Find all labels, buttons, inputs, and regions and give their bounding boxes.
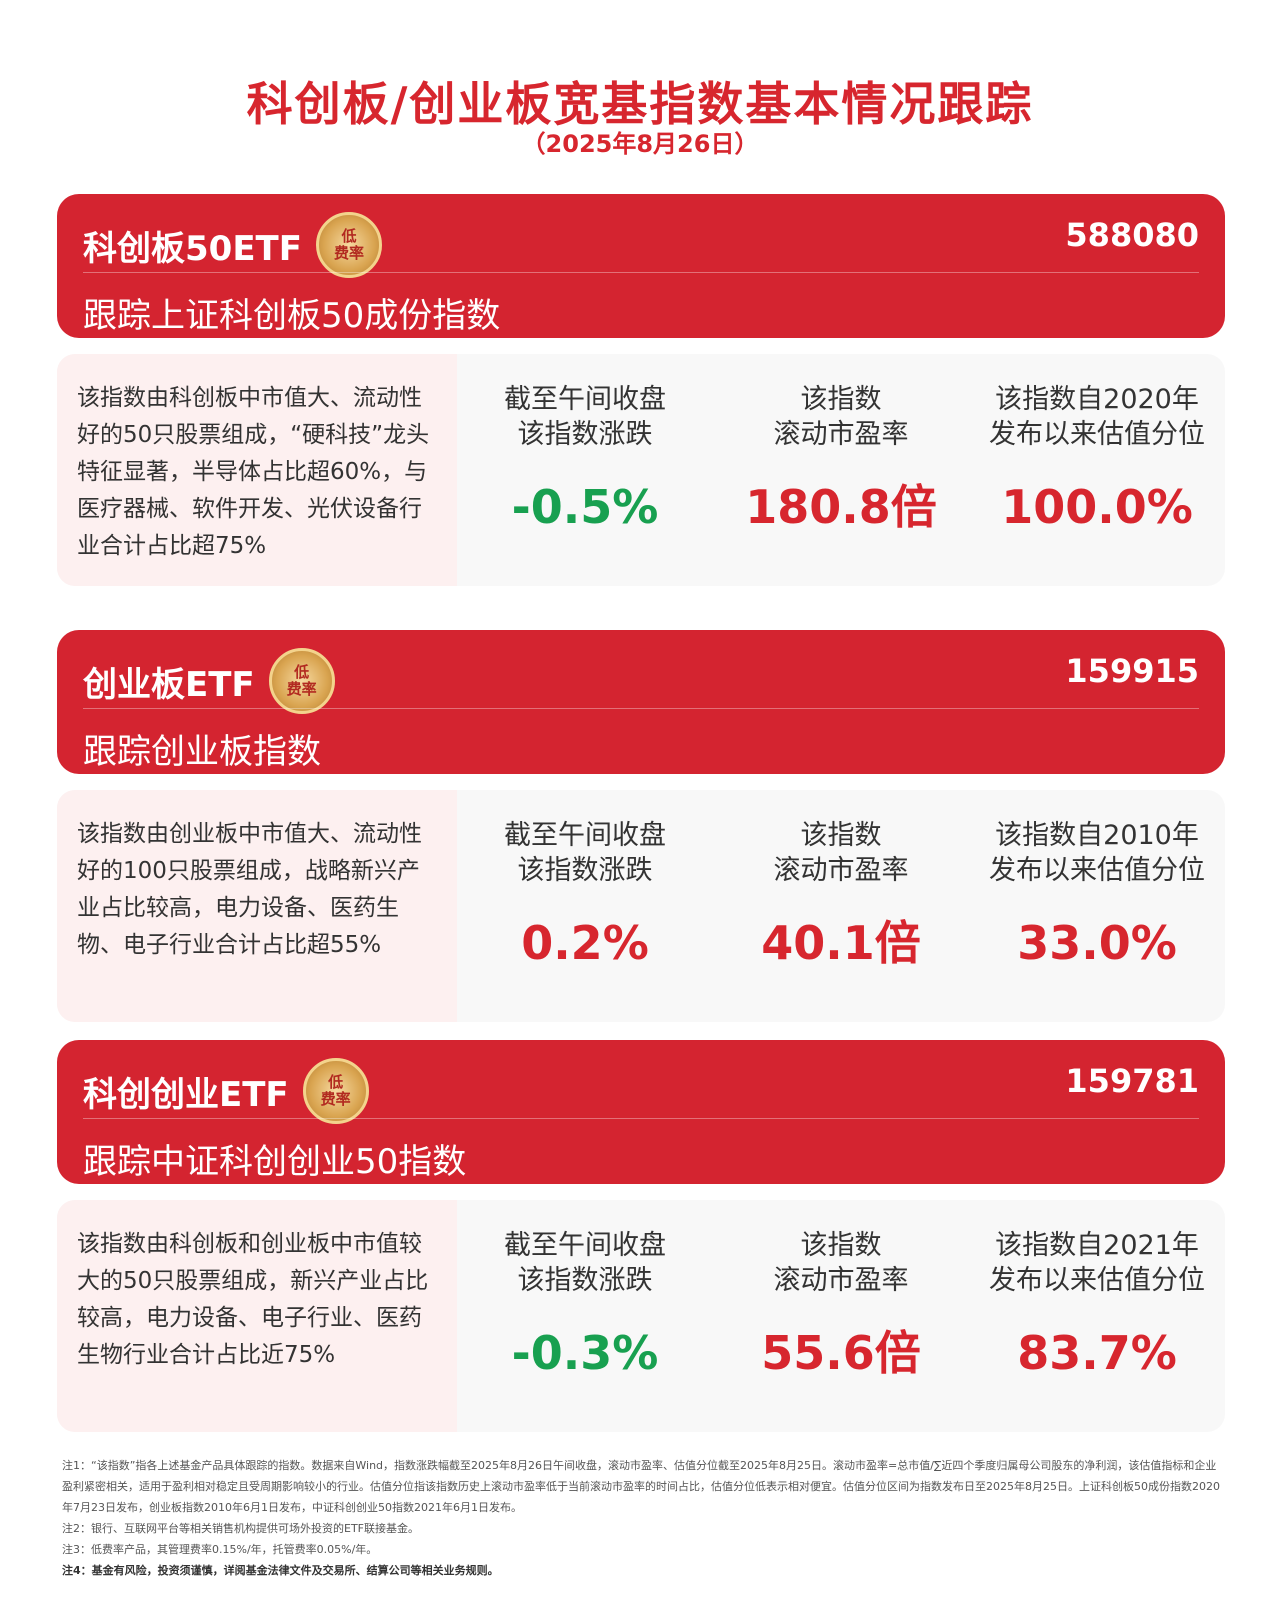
fund-code: 588080: [1065, 216, 1199, 254]
metric-2: 该指数 滚动市盈率 180.8倍: [713, 354, 969, 586]
fund-name: 科创板50ETF: [83, 228, 302, 269]
tracked-index: 跟踪中证科创创业50指数: [83, 1142, 467, 1182]
badge-line1: 低: [341, 227, 357, 245]
metric-label-2: 该指数涨跌: [517, 1265, 653, 1296]
tracked-index: 跟踪上证科创板50成份指数: [83, 296, 501, 336]
metric-value: 100.0%: [1001, 480, 1193, 534]
note-4: 注4：基金有风险，投资须谨慎，详阅基金法律文件及交易所、结算公司等相关业务规则。: [62, 1564, 499, 1577]
metric-label-1: 该指数自2010年: [995, 820, 1199, 851]
metric-label-2: 滚动市盈率: [773, 419, 909, 450]
tracked-index: 跟踪创业板指数: [83, 732, 321, 772]
badge-line1: 低: [294, 663, 310, 681]
fund-name-row: 创业板ETF 低费率: [83, 648, 335, 714]
fund-code: 159915: [1065, 652, 1199, 690]
metric-value: -0.3%: [511, 1326, 659, 1380]
divider: [83, 272, 1199, 273]
page-date: （2025年8月26日）: [521, 130, 759, 158]
metric-label-1: 该指数自2021年: [995, 1230, 1199, 1261]
metric-1: 截至午间收盘 该指数涨跌 -0.3%: [457, 1200, 713, 1432]
metric-value: 55.6倍: [761, 1326, 921, 1380]
metric-value: 33.0%: [1017, 916, 1177, 970]
fund-name: 科创创业ETF: [83, 1074, 289, 1115]
metric-label-2: 滚动市盈率: [773, 1265, 909, 1296]
page-title: 科创板/创业板宽基指数基本情况跟踪: [246, 77, 1034, 131]
low-fee-badge-icon: 低费率: [268, 648, 335, 714]
note-3: 注3：低费率产品，其管理费率0.15%/年，托管费率0.05%/年。: [62, 1543, 378, 1556]
metric-value: 180.8倍: [745, 480, 937, 534]
metric-label-2: 滚动市盈率: [773, 855, 909, 886]
divider: [83, 1118, 1199, 1119]
metric-1: 截至午间收盘 该指数涨跌 -0.5%: [457, 354, 713, 586]
fund-name-row: 科创板50ETF 低费率: [83, 212, 382, 278]
index-description: 该指数由科创板和创业板中市值较大的50只股票组成，新兴产业占比较高，电力设备、电…: [57, 1200, 457, 1432]
badge-line2: 费率: [320, 1090, 351, 1108]
metric-label-2: 该指数涨跌: [517, 419, 653, 450]
fund-metrics: 该指数由科创板和创业板中市值较大的50只股票组成，新兴产业占比较高，电力设备、电…: [57, 1200, 1225, 1432]
badge-line1: 低: [328, 1073, 344, 1091]
metric-label-1: 该指数: [800, 384, 882, 415]
metric-3: 该指数自2021年 发布以来估值分位 83.7%: [969, 1200, 1225, 1432]
metric-2: 该指数 滚动市盈率 40.1倍: [713, 790, 969, 1022]
metric-3: 该指数自2010年 发布以来估值分位 33.0%: [969, 790, 1225, 1022]
metric-label-1: 该指数: [800, 820, 882, 851]
metric-label-1: 截至午间收盘: [504, 384, 666, 415]
metric-value: 83.7%: [1017, 1326, 1177, 1380]
fund-code: 159781: [1065, 1062, 1199, 1100]
fund-header: 科创板50ETF 低费率 588080 跟踪上证科创板50成份指数: [57, 194, 1225, 338]
fund-card: 科创板50ETF 低费率 588080 跟踪上证科创板50成份指数 该指数由科创…: [57, 194, 1225, 586]
metric-value: 0.2%: [521, 916, 649, 970]
note-1: 注1：“该指数”指各上述基金产品具体跟踪的指数。数据来自Wind，指数涨跌幅截至…: [62, 1459, 1220, 1514]
fund-header: 创业板ETF 低费率 159915 跟踪创业板指数: [57, 630, 1225, 774]
fund-card: 科创创业ETF 低费率 159781 跟踪中证科创创业50指数 该指数由科创板和…: [57, 1040, 1225, 1432]
index-description: 该指数由科创板中市值大、流动性好的50只股票组成，“硬科技”龙头特征显著，半导体…: [57, 354, 457, 586]
fund-metrics: 该指数由科创板中市值大、流动性好的50只股票组成，“硬科技”龙头特征显著，半导体…: [57, 354, 1225, 586]
metric-1: 截至午间收盘 该指数涨跌 0.2%: [457, 790, 713, 1022]
metric-2: 该指数 滚动市盈率 55.6倍: [713, 1200, 969, 1432]
fund-name-row: 科创创业ETF 低费率: [83, 1058, 369, 1124]
divider: [83, 708, 1199, 709]
low-fee-badge-icon: 低费率: [302, 1058, 369, 1124]
metric-label-2: 发布以来估值分位: [989, 855, 1205, 886]
metric-value: -0.5%: [511, 480, 659, 534]
fund-card: 创业板ETF 低费率 159915 跟踪创业板指数 该指数由创业板中市值大、流动…: [57, 630, 1225, 1022]
fund-metrics: 该指数由创业板中市值大、流动性好的100只股票组成，战略新兴产业占比较高，电力设…: [57, 790, 1225, 1022]
badge-line2: 费率: [333, 244, 364, 262]
metric-value: 40.1倍: [761, 916, 921, 970]
footnotes: 注1：“该指数”指各上述基金产品具体跟踪的指数。数据来自Wind，指数涨跌幅截至…: [62, 1455, 1222, 1581]
badge-line2: 费率: [286, 680, 317, 698]
index-description: 该指数由创业板中市值大、流动性好的100只股票组成，战略新兴产业占比较高，电力设…: [57, 790, 457, 1022]
note-2: 注2：银行、互联网平台等相关销售机构提供可场外投资的ETF联接基金。: [62, 1522, 419, 1535]
metric-label-1: 截至午间收盘: [504, 1230, 666, 1261]
metric-label-2: 该指数涨跌: [517, 855, 653, 886]
metric-label-1: 该指数自2020年: [995, 384, 1199, 415]
metric-label-2: 发布以来估值分位: [989, 419, 1205, 450]
metric-label-1: 该指数: [800, 1230, 882, 1261]
metric-label-2: 发布以来估值分位: [989, 1265, 1205, 1296]
low-fee-badge-icon: 低费率: [315, 212, 382, 278]
fund-header: 科创创业ETF 低费率 159781 跟踪中证科创创业50指数: [57, 1040, 1225, 1184]
metric-label-1: 截至午间收盘: [504, 820, 666, 851]
fund-name: 创业板ETF: [83, 664, 255, 705]
metric-3: 该指数自2020年 发布以来估值分位 100.0%: [969, 354, 1225, 586]
